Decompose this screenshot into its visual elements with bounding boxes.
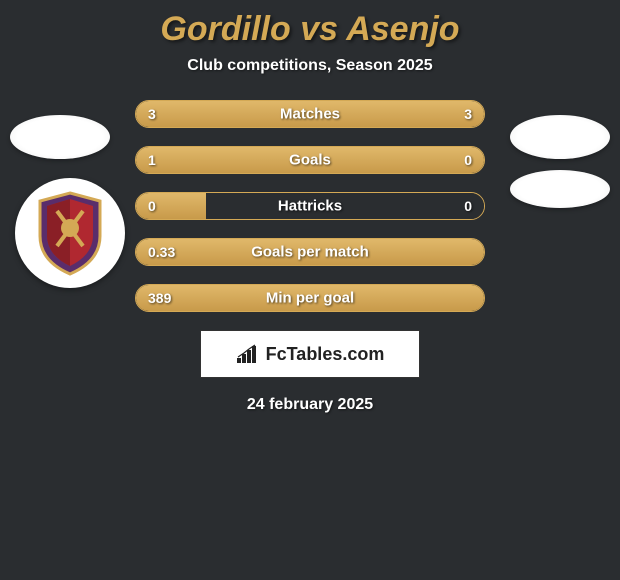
stat-label: Goals [289,152,331,169]
stats-container: Matches 3 3 Goals 1 0 Hattricks 0 0 Goals per mat… [135,100,485,312]
stat-row: Goals 1 0 [135,146,485,174]
stat-fill-left [136,193,206,219]
comparison-widget: Gordillo vs Asenjo Club competitions, Se… [0,0,620,414]
page-title: Gordillo vs Asenjo [0,10,620,49]
stat-value-left: 1 [148,152,156,168]
stat-label: Min per goal [266,290,354,307]
player-avatar-right-secondary [510,170,610,208]
club-badge-left [15,178,125,288]
snapshot-date: 24 february 2025 [0,396,620,414]
stat-value-left: 0 [148,198,156,214]
stat-row: Matches 3 3 [135,100,485,128]
brand-attribution[interactable]: FcTables.com [200,330,420,378]
stat-label: Hattricks [278,198,342,215]
page-subtitle: Club competitions, Season 2025 [0,57,620,75]
stat-value-right: 0 [464,152,472,168]
player-avatar-left [10,115,110,159]
stat-label: Goals per match [251,244,369,261]
stat-value-left: 0.33 [148,244,175,260]
player-avatar-right [510,115,610,159]
shield-icon [35,191,105,276]
stat-value-left: 3 [148,106,156,122]
bars-icon [236,344,260,364]
stat-fill-left [136,147,397,173]
brand-text: FcTables.com [266,344,385,365]
stat-value-left: 389 [148,290,171,306]
stat-row: Hattricks 0 0 [135,192,485,220]
stat-value-right: 3 [464,106,472,122]
stat-row: Min per goal 389 [135,284,485,312]
stat-row: Goals per match 0.33 [135,238,485,266]
stat-label: Matches [280,106,340,123]
stat-value-right: 0 [464,198,472,214]
